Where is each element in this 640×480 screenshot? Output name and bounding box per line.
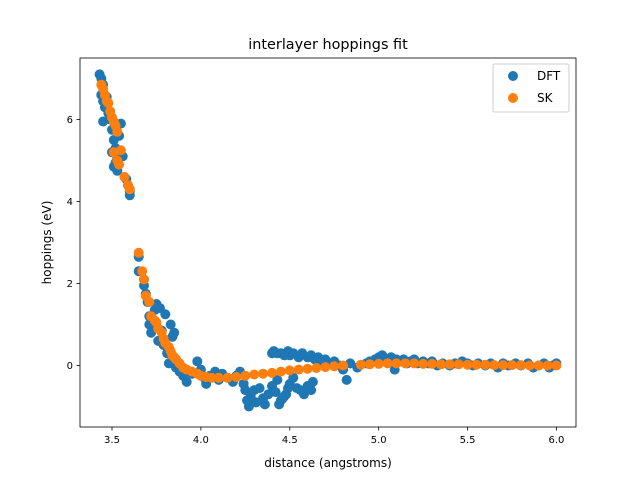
data-point-sk bbox=[542, 360, 553, 371]
legend-dft-label: DFT bbox=[537, 69, 561, 83]
legend-dft-marker bbox=[508, 71, 518, 81]
data-point-dft bbox=[181, 376, 192, 387]
legend-sk-marker bbox=[508, 93, 518, 103]
data-point-sk bbox=[139, 274, 149, 285]
x-tick-label: 5.0 bbox=[371, 435, 387, 446]
data-point-sk bbox=[231, 372, 242, 382]
data-point-sk bbox=[453, 359, 464, 370]
data-point-sk bbox=[471, 359, 482, 370]
data-point-dft bbox=[272, 374, 283, 385]
data-point-sk bbox=[320, 362, 331, 373]
data-point-sk bbox=[267, 367, 277, 378]
data-point-sk bbox=[112, 126, 123, 137]
data-point-sk bbox=[103, 98, 114, 109]
data-point-sk bbox=[222, 372, 233, 383]
data-point-sk bbox=[133, 247, 144, 258]
data-point-sk bbox=[435, 359, 446, 370]
data-point-sk bbox=[355, 359, 366, 370]
data-point-sk bbox=[249, 369, 260, 380]
data-point-sk bbox=[258, 368, 269, 379]
y-tick-label: 6 bbox=[67, 115, 73, 126]
data-point-sk bbox=[311, 363, 322, 373]
data-point-sk bbox=[427, 358, 437, 369]
data-point-sk bbox=[391, 358, 402, 369]
data-point-dft bbox=[165, 319, 176, 330]
x-tick-label: 3.5 bbox=[104, 435, 120, 446]
data-point-dft bbox=[288, 372, 299, 383]
legend: DFT SK bbox=[492, 63, 570, 113]
data-point-sk bbox=[409, 358, 420, 369]
data-point-sk bbox=[206, 372, 217, 383]
data-point-sk bbox=[364, 359, 375, 370]
data-point-sk bbox=[338, 360, 349, 371]
data-point-sk bbox=[498, 360, 509, 371]
data-point-dft bbox=[254, 383, 265, 394]
data-point-sk bbox=[275, 366, 286, 377]
data-point-sk bbox=[444, 359, 455, 370]
data-point-sk bbox=[373, 358, 384, 369]
x-axis-label: distance (angstroms) bbox=[264, 456, 392, 470]
data-point-sk bbox=[144, 297, 155, 307]
data-point-sk bbox=[114, 159, 125, 170]
data-point-sk bbox=[137, 266, 148, 277]
data-point-sk bbox=[284, 365, 295, 376]
x-tick-label: 6.0 bbox=[548, 435, 564, 446]
data-point-sk bbox=[213, 372, 224, 383]
data-point-sk bbox=[489, 360, 500, 371]
data-point-sk bbox=[400, 358, 411, 369]
data-point-sk bbox=[293, 364, 304, 375]
points-layer bbox=[94, 69, 562, 412]
data-point-sk bbox=[480, 359, 491, 370]
x-tick-label: 5.5 bbox=[460, 435, 476, 446]
y-tick-label: 0 bbox=[67, 361, 73, 372]
series-sk bbox=[96, 79, 562, 383]
data-point-sk bbox=[329, 361, 340, 372]
data-point-sk bbox=[382, 358, 393, 369]
data-point-sk bbox=[507, 360, 517, 371]
data-point-sk bbox=[115, 145, 126, 156]
data-point-dft bbox=[259, 399, 270, 410]
data-point-sk bbox=[524, 360, 535, 371]
data-point-sk bbox=[551, 360, 562, 371]
data-point-dft bbox=[169, 327, 180, 338]
y-axis: 0 2 4 6 bbox=[67, 115, 80, 372]
legend-sk-label: SK bbox=[537, 91, 554, 105]
x-tick-label: 4.0 bbox=[193, 435, 209, 446]
data-point-dft bbox=[270, 387, 281, 398]
x-tick-label: 4.5 bbox=[282, 435, 298, 446]
data-point-dft bbox=[341, 374, 352, 385]
y-tick-label: 4 bbox=[67, 197, 73, 208]
x-axis: 3.5 4.0 4.5 5.0 5.5 6.0 bbox=[104, 427, 564, 446]
data-point-dft bbox=[192, 356, 203, 367]
data-point-sk bbox=[119, 171, 130, 182]
data-point-sk bbox=[418, 358, 429, 369]
data-point-dft bbox=[307, 376, 318, 387]
data-point-sk bbox=[240, 370, 251, 381]
data-point-sk bbox=[302, 363, 313, 374]
data-point-sk bbox=[515, 360, 526, 371]
data-point-sk bbox=[533, 360, 544, 371]
data-point-dft bbox=[306, 385, 317, 396]
data-point-dft bbox=[160, 309, 171, 320]
data-point-sk bbox=[124, 184, 135, 195]
chart-title: interlayer hoppings fit bbox=[248, 37, 408, 53]
y-axis-label: hoppings (eV) bbox=[40, 201, 54, 285]
plot-frame bbox=[79, 57, 577, 428]
data-point-sk bbox=[462, 359, 473, 370]
y-tick-label: 2 bbox=[67, 279, 73, 290]
